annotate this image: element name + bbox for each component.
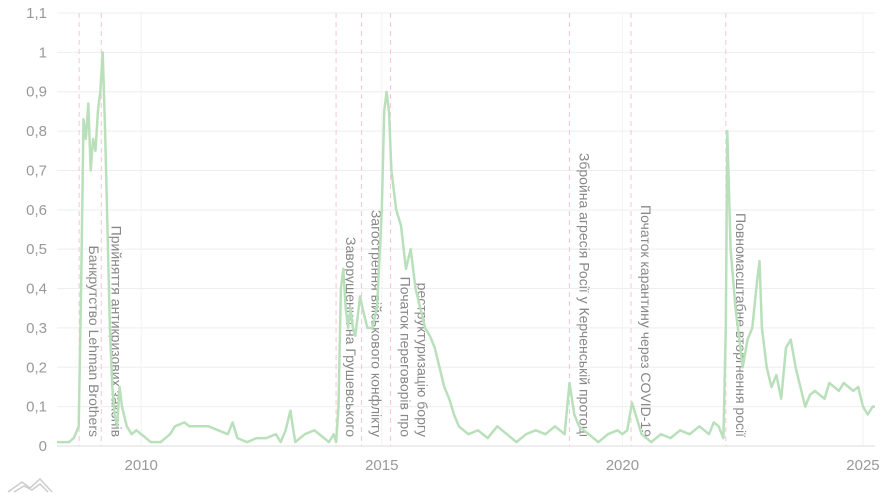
- event-label: Повномасштабне вторгнення росії: [733, 213, 749, 437]
- data-line: [57, 51, 875, 444]
- y-tick-label: 0,6: [26, 202, 47, 219]
- event-label: Банкрутство Lehman Brothers: [86, 246, 102, 437]
- y-tick-label: 0: [39, 438, 47, 455]
- event-label: Заворушення на Грушевського: [343, 237, 359, 437]
- x-tick-label: 2010: [125, 457, 158, 474]
- x-tick-label: 2020: [606, 457, 639, 474]
- y-tick-label: 0,1: [26, 399, 47, 416]
- event-label: Збройна агресія Росії у Керченській прот…: [576, 153, 592, 437]
- y-tick-label: 1: [39, 44, 47, 61]
- x-tick-label: 2025: [846, 457, 879, 474]
- y-tick-label: 0,3: [26, 320, 47, 337]
- y-tick-label: 0,9: [26, 84, 47, 101]
- y-tick-label: 0,5: [26, 241, 47, 258]
- y-tick-label: 0,2: [26, 359, 47, 376]
- logo: [7, 477, 53, 493]
- event-label: Початок переговорів про: [397, 277, 413, 438]
- y-tick-label: 0,7: [26, 162, 47, 179]
- y-tick-label: 0,8: [26, 123, 47, 140]
- y-tick-label: 0,4: [26, 281, 47, 298]
- event-label: Загострення військового конфлікту: [369, 210, 385, 437]
- x-tick-label: 2015: [365, 457, 398, 474]
- y-tick-label: 1,1: [26, 5, 47, 22]
- event-label: Початок карантину через COVID-19: [638, 205, 654, 437]
- event-label: реструктуризацію боргу: [414, 283, 430, 437]
